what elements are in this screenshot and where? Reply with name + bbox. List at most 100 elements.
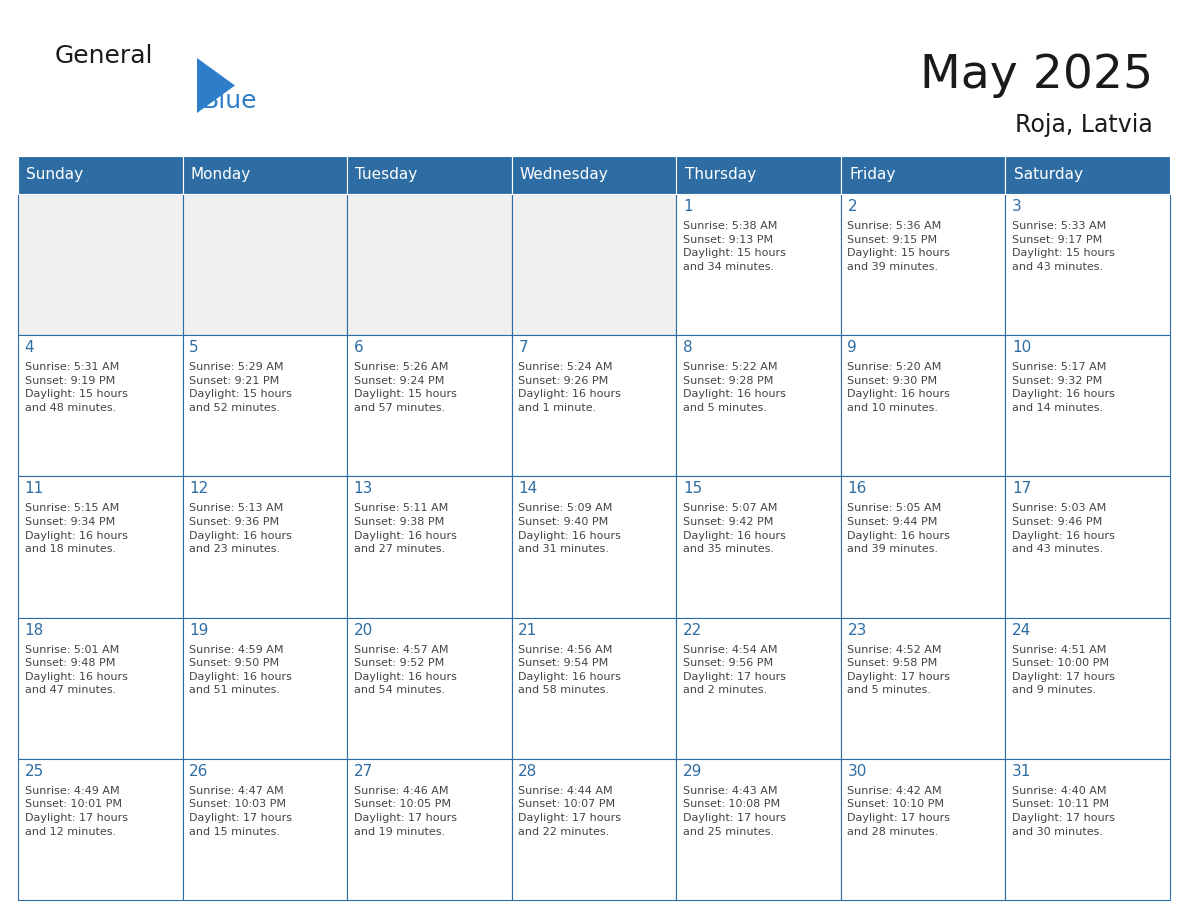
Text: 2: 2	[847, 199, 857, 214]
Text: Monday: Monday	[191, 167, 251, 183]
Text: Sunrise: 4:46 AM
Sunset: 10:05 PM
Daylight: 17 hours
and 19 minutes.: Sunrise: 4:46 AM Sunset: 10:05 PM Daylig…	[354, 786, 456, 836]
Text: 10: 10	[1012, 341, 1031, 355]
Text: Sunrise: 5:15 AM
Sunset: 9:34 PM
Daylight: 16 hours
and 18 minutes.: Sunrise: 5:15 AM Sunset: 9:34 PM Dayligh…	[25, 503, 127, 554]
Text: Sunrise: 5:05 AM
Sunset: 9:44 PM
Daylight: 16 hours
and 39 minutes.: Sunrise: 5:05 AM Sunset: 9:44 PM Dayligh…	[847, 503, 950, 554]
Text: Sunrise: 5:33 AM
Sunset: 9:17 PM
Daylight: 15 hours
and 43 minutes.: Sunrise: 5:33 AM Sunset: 9:17 PM Dayligh…	[1012, 221, 1114, 272]
Bar	[1005, 618, 1170, 759]
Text: Sunrise: 5:03 AM
Sunset: 9:46 PM
Daylight: 16 hours
and 43 minutes.: Sunrise: 5:03 AM Sunset: 9:46 PM Dayligh…	[1012, 503, 1114, 554]
Text: Sunrise: 4:56 AM
Sunset: 9:54 PM
Daylight: 16 hours
and 58 minutes.: Sunrise: 4:56 AM Sunset: 9:54 PM Dayligh…	[518, 644, 621, 696]
Text: 29: 29	[683, 764, 702, 778]
Bar	[18, 759, 183, 900]
Text: Sunrise: 5:38 AM
Sunset: 9:13 PM
Daylight: 15 hours
and 34 minutes.: Sunrise: 5:38 AM Sunset: 9:13 PM Dayligh…	[683, 221, 785, 272]
Text: Saturday: Saturday	[1013, 167, 1082, 183]
Text: 1: 1	[683, 199, 693, 214]
Bar	[183, 335, 347, 476]
Bar	[676, 156, 841, 194]
Text: General: General	[55, 44, 153, 68]
Text: Sunrise: 4:42 AM
Sunset: 10:10 PM
Daylight: 17 hours
and 28 minutes.: Sunrise: 4:42 AM Sunset: 10:10 PM Daylig…	[847, 786, 950, 836]
Text: Sunrise: 5:17 AM
Sunset: 9:32 PM
Daylight: 16 hours
and 14 minutes.: Sunrise: 5:17 AM Sunset: 9:32 PM Dayligh…	[1012, 363, 1114, 413]
Text: Sunrise: 5:24 AM
Sunset: 9:26 PM
Daylight: 16 hours
and 1 minute.: Sunrise: 5:24 AM Sunset: 9:26 PM Dayligh…	[518, 363, 621, 413]
Text: 31: 31	[1012, 764, 1031, 778]
Bar	[512, 156, 676, 194]
Bar	[347, 476, 512, 618]
Text: Wednesday: Wednesday	[520, 167, 608, 183]
Text: 13: 13	[354, 481, 373, 497]
Text: 24: 24	[1012, 622, 1031, 638]
Text: Sunrise: 4:44 AM
Sunset: 10:07 PM
Daylight: 17 hours
and 22 minutes.: Sunrise: 4:44 AM Sunset: 10:07 PM Daylig…	[518, 786, 621, 836]
Text: Sunrise: 5:36 AM
Sunset: 9:15 PM
Daylight: 15 hours
and 39 minutes.: Sunrise: 5:36 AM Sunset: 9:15 PM Dayligh…	[847, 221, 950, 272]
Text: 7: 7	[518, 341, 527, 355]
Text: 25: 25	[25, 764, 44, 778]
Text: May 2025: May 2025	[920, 53, 1154, 98]
Bar	[183, 156, 347, 194]
Text: Sunrise: 5:20 AM
Sunset: 9:30 PM
Daylight: 16 hours
and 10 minutes.: Sunrise: 5:20 AM Sunset: 9:30 PM Dayligh…	[847, 363, 950, 413]
Bar	[1005, 156, 1170, 194]
Bar	[1005, 194, 1170, 335]
Bar	[183, 759, 347, 900]
Text: 12: 12	[189, 481, 208, 497]
Text: Sunrise: 5:31 AM
Sunset: 9:19 PM
Daylight: 15 hours
and 48 minutes.: Sunrise: 5:31 AM Sunset: 9:19 PM Dayligh…	[25, 363, 127, 413]
Bar	[1005, 476, 1170, 618]
Text: Sunrise: 4:59 AM
Sunset: 9:50 PM
Daylight: 16 hours
and 51 minutes.: Sunrise: 4:59 AM Sunset: 9:50 PM Dayligh…	[189, 644, 292, 696]
Text: Sunday: Sunday	[26, 167, 83, 183]
Bar	[676, 476, 841, 618]
Text: Friday: Friday	[849, 167, 896, 183]
Text: 22: 22	[683, 622, 702, 638]
Bar	[347, 618, 512, 759]
Bar	[512, 759, 676, 900]
Bar	[183, 476, 347, 618]
Bar	[512, 476, 676, 618]
Bar	[347, 759, 512, 900]
Bar	[841, 194, 1005, 335]
Bar	[676, 618, 841, 759]
Text: Sunrise: 5:01 AM
Sunset: 9:48 PM
Daylight: 16 hours
and 47 minutes.: Sunrise: 5:01 AM Sunset: 9:48 PM Dayligh…	[25, 644, 127, 696]
Text: 30: 30	[847, 764, 867, 778]
Text: 9: 9	[847, 341, 858, 355]
Bar	[347, 156, 512, 194]
Text: 26: 26	[189, 764, 209, 778]
Bar	[512, 618, 676, 759]
Text: Sunrise: 4:43 AM
Sunset: 10:08 PM
Daylight: 17 hours
and 25 minutes.: Sunrise: 4:43 AM Sunset: 10:08 PM Daylig…	[683, 786, 786, 836]
Bar	[18, 194, 183, 335]
Text: 15: 15	[683, 481, 702, 497]
Bar	[18, 156, 183, 194]
Bar	[841, 156, 1005, 194]
Bar	[841, 476, 1005, 618]
Text: 21: 21	[518, 622, 537, 638]
Text: 6: 6	[354, 341, 364, 355]
Bar	[183, 618, 347, 759]
Text: Sunrise: 4:51 AM
Sunset: 10:00 PM
Daylight: 17 hours
and 9 minutes.: Sunrise: 4:51 AM Sunset: 10:00 PM Daylig…	[1012, 644, 1116, 696]
Bar	[841, 618, 1005, 759]
Bar	[183, 194, 347, 335]
Text: 16: 16	[847, 481, 867, 497]
Text: 17: 17	[1012, 481, 1031, 497]
Text: 5: 5	[189, 341, 198, 355]
Text: 8: 8	[683, 341, 693, 355]
Bar	[841, 759, 1005, 900]
Bar	[1005, 759, 1170, 900]
Text: 14: 14	[518, 481, 537, 497]
Bar	[18, 618, 183, 759]
Text: Sunrise: 5:11 AM
Sunset: 9:38 PM
Daylight: 16 hours
and 27 minutes.: Sunrise: 5:11 AM Sunset: 9:38 PM Dayligh…	[354, 503, 456, 554]
Text: 28: 28	[518, 764, 537, 778]
Text: Sunrise: 4:57 AM
Sunset: 9:52 PM
Daylight: 16 hours
and 54 minutes.: Sunrise: 4:57 AM Sunset: 9:52 PM Dayligh…	[354, 644, 456, 696]
Bar	[18, 335, 183, 476]
Text: 19: 19	[189, 622, 209, 638]
Text: 4: 4	[25, 341, 34, 355]
Bar	[347, 335, 512, 476]
Bar	[347, 194, 512, 335]
Text: 18: 18	[25, 622, 44, 638]
Text: 23: 23	[847, 622, 867, 638]
Text: Sunrise: 4:40 AM
Sunset: 10:11 PM
Daylight: 17 hours
and 30 minutes.: Sunrise: 4:40 AM Sunset: 10:11 PM Daylig…	[1012, 786, 1116, 836]
Text: Roja, Latvia: Roja, Latvia	[1016, 113, 1154, 137]
Text: Sunrise: 5:22 AM
Sunset: 9:28 PM
Daylight: 16 hours
and 5 minutes.: Sunrise: 5:22 AM Sunset: 9:28 PM Dayligh…	[683, 363, 785, 413]
Text: Sunrise: 4:54 AM
Sunset: 9:56 PM
Daylight: 17 hours
and 2 minutes.: Sunrise: 4:54 AM Sunset: 9:56 PM Dayligh…	[683, 644, 786, 696]
Text: Tuesday: Tuesday	[355, 167, 418, 183]
Text: Sunrise: 5:29 AM
Sunset: 9:21 PM
Daylight: 15 hours
and 52 minutes.: Sunrise: 5:29 AM Sunset: 9:21 PM Dayligh…	[189, 363, 292, 413]
Polygon shape	[197, 58, 235, 113]
Bar	[676, 194, 841, 335]
Text: Sunrise: 5:07 AM
Sunset: 9:42 PM
Daylight: 16 hours
and 35 minutes.: Sunrise: 5:07 AM Sunset: 9:42 PM Dayligh…	[683, 503, 785, 554]
Text: Sunrise: 4:52 AM
Sunset: 9:58 PM
Daylight: 17 hours
and 5 minutes.: Sunrise: 4:52 AM Sunset: 9:58 PM Dayligh…	[847, 644, 950, 696]
Text: Sunrise: 5:26 AM
Sunset: 9:24 PM
Daylight: 15 hours
and 57 minutes.: Sunrise: 5:26 AM Sunset: 9:24 PM Dayligh…	[354, 363, 456, 413]
Bar	[512, 335, 676, 476]
